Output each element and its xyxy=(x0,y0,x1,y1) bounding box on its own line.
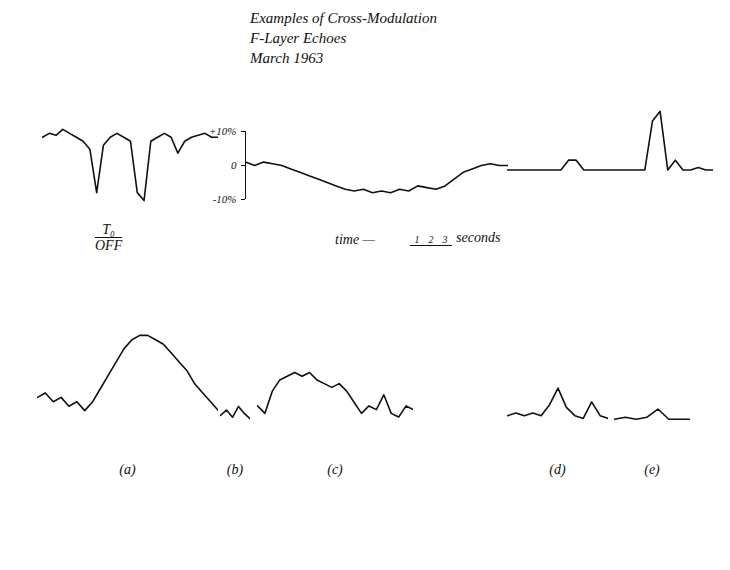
html-text:time —: time — xyxy=(335,232,376,247)
html-text:(b): (b) xyxy=(226,462,244,477)
html-text:2: 2 xyxy=(428,234,434,245)
svg-text:0: 0 xyxy=(231,159,237,171)
html-text:March 1963: March 1963 xyxy=(250,50,324,66)
svg-text:+10%: +10% xyxy=(209,125,237,137)
html-text:OFF: OFF xyxy=(95,238,123,253)
html-text:(e): (e) xyxy=(644,462,660,477)
html-text:seconds: seconds xyxy=(456,230,501,245)
html-text:T₀: T₀ xyxy=(102,222,115,237)
html-text:1: 1 xyxy=(414,234,420,245)
html-text:(c): (c) xyxy=(327,462,343,477)
html-text:Examples of Cross-Modulation: Examples of Cross-Modulation xyxy=(250,10,437,26)
html-text:(a): (a) xyxy=(119,462,136,477)
html-text:3: 3 xyxy=(442,234,448,245)
html-text:F-Layer Echoes: F-Layer Echoes xyxy=(250,30,347,46)
svg-text:-10%: -10% xyxy=(213,193,237,205)
html-text:(d): (d) xyxy=(549,462,566,477)
